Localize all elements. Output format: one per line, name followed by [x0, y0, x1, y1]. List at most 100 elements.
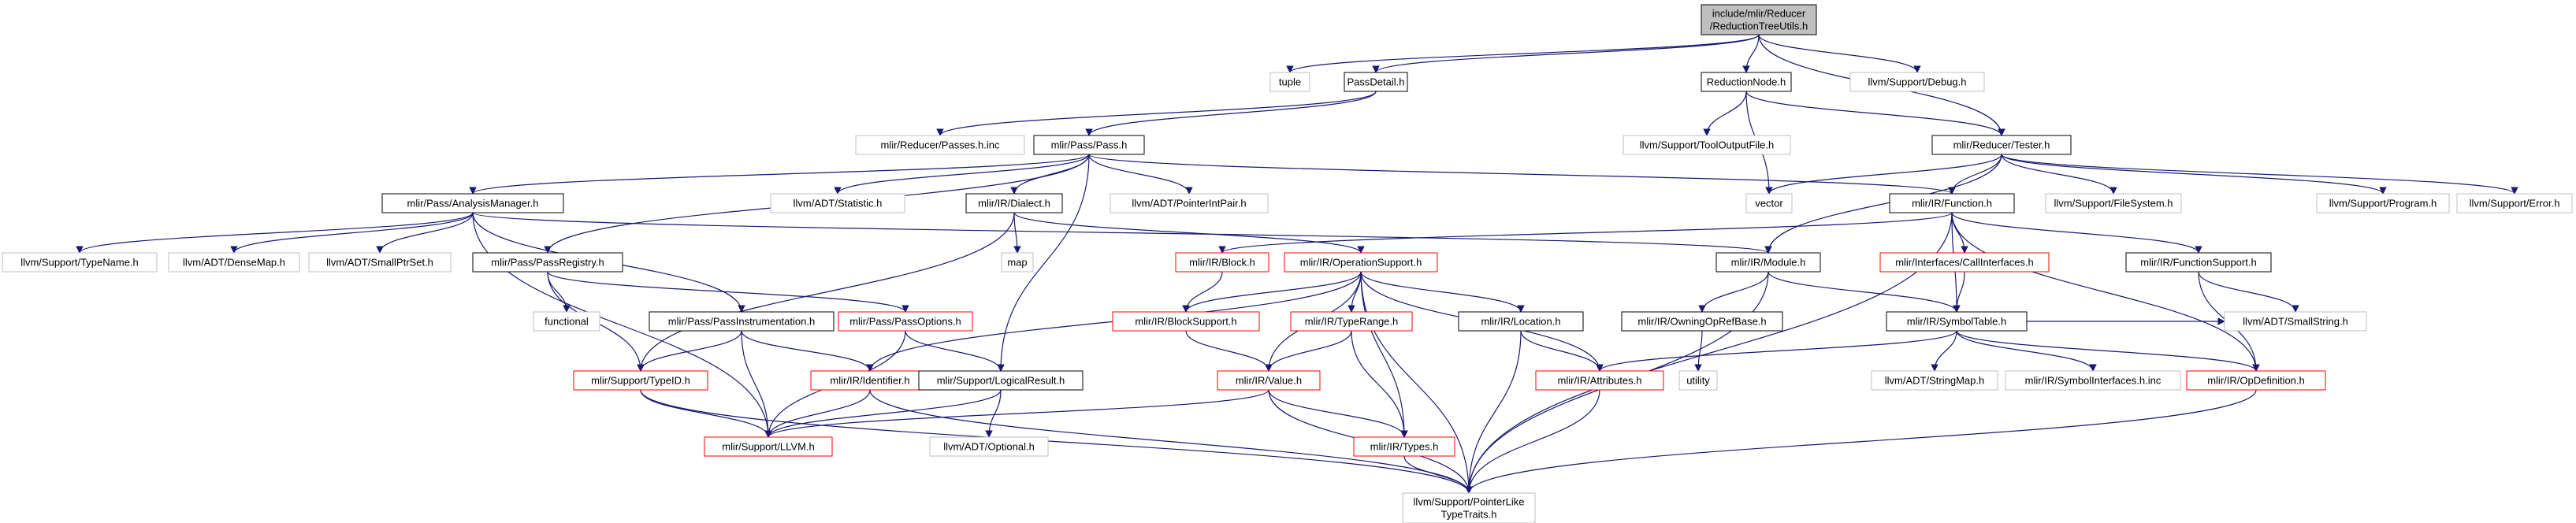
node-box-owningop[interactable] [1621, 311, 1783, 332]
node-reductionnode[interactable]: ReductionNode.h [1701, 72, 1792, 92]
node-box-smallstring[interactable] [2224, 311, 2367, 332]
node-box-passesinc[interactable] [855, 135, 1025, 155]
node-box-value[interactable] [1217, 370, 1321, 391]
node-passdetail[interactable]: PassDetail.h [1344, 72, 1408, 92]
node-box-passdetail[interactable] [1344, 72, 1408, 92]
node-box-module[interactable] [1715, 252, 1821, 273]
node-box-symbolinterfaces[interactable] [2005, 370, 2181, 391]
node-box-tooloutput[interactable] [1623, 135, 1791, 155]
node-box-tuple[interactable] [1269, 72, 1310, 92]
node-box-symboltable[interactable] [1886, 311, 2028, 332]
node-box-reductionnode[interactable] [1701, 72, 1792, 92]
node-box-function[interactable] [1889, 193, 2015, 213]
node-module[interactable]: mlir/IR/Module.h [1715, 252, 1821, 273]
node-box-blocksupport[interactable] [1112, 311, 1260, 332]
node-symboltable[interactable]: mlir/IR/SymbolTable.h [1886, 311, 2028, 332]
node-filesystem[interactable]: llvm/Support/FileSystem.h [2045, 193, 2182, 213]
node-box-stringmap[interactable] [1871, 370, 1998, 391]
node-smallstring[interactable]: llvm/ADT/SmallString.h [2224, 311, 2367, 332]
node-optional[interactable]: llvm/ADT/Optional.h [929, 436, 1049, 457]
node-owningop[interactable]: mlir/IR/OwningOpRefBase.h [1621, 311, 1783, 332]
node-box-location[interactable] [1458, 311, 1584, 332]
node-blocksupport[interactable]: mlir/IR/BlockSupport.h [1112, 311, 1260, 332]
node-passoptions[interactable]: mlir/Pass/PassOptions.h [838, 311, 973, 332]
node-box-passoptions[interactable] [838, 311, 973, 332]
node-functionsupport[interactable]: mlir/IR/FunctionSupport.h [2125, 252, 2272, 273]
node-box-program[interactable] [2316, 193, 2450, 213]
node-opdefinition[interactable]: mlir/IR/OpDefinition.h [2186, 370, 2326, 391]
node-vector[interactable]: vector [1745, 193, 1793, 213]
node-box-typeid[interactable] [573, 370, 708, 391]
node-analysismgr[interactable]: mlir/Pass/AnalysisManager.h [381, 193, 564, 213]
node-identifier[interactable]: mlir/IR/Identifier.h [810, 370, 930, 391]
node-box-filesystem[interactable] [2045, 193, 2182, 213]
node-box-opsupport[interactable] [1284, 252, 1438, 273]
node-box-tester[interactable] [1931, 135, 2072, 155]
node-callinterfaces[interactable]: mlir/Interfaces/CallInterfaces.h [1879, 252, 2050, 273]
node-utility[interactable]: utility [1678, 370, 1718, 391]
node-box-utility[interactable] [1678, 370, 1718, 391]
node-box-debug[interactable] [1849, 72, 1985, 92]
node-dialect[interactable]: mlir/IR/Dialect.h [965, 193, 1063, 213]
node-box-dialect[interactable] [965, 193, 1063, 213]
node-box-functional[interactable] [533, 311, 600, 332]
node-location[interactable]: mlir/IR/Location.h [1458, 311, 1584, 332]
node-llvm[interactable]: mlir/Support/LLVM.h [704, 436, 833, 457]
node-box-pointerlike[interactable] [1402, 492, 1536, 523]
node-box-logicalresult[interactable] [918, 370, 1084, 391]
node-box-identifier[interactable] [810, 370, 930, 391]
node-box-vector[interactable] [1745, 193, 1793, 213]
node-box-typename[interactable] [2, 252, 158, 273]
node-attributes[interactable]: mlir/IR/Attributes.h [1535, 370, 1664, 391]
node-function[interactable]: mlir/IR/Function.h [1889, 193, 2015, 213]
node-box-smallptrset[interactable] [308, 252, 452, 273]
node-box-opdefinition[interactable] [2186, 370, 2326, 391]
node-box-densemap[interactable] [168, 252, 300, 273]
node-box-pointerintpair[interactable] [1110, 193, 1269, 213]
node-opsupport[interactable]: mlir/IR/OperationSupport.h [1284, 252, 1438, 273]
node-passinstr[interactable]: mlir/Pass/PassInstrumentation.h [649, 311, 835, 332]
node-logicalresult[interactable]: mlir/Support/LogicalResult.h [918, 370, 1084, 391]
node-tooloutput[interactable]: llvm/Support/ToolOutputFile.h [1623, 135, 1791, 155]
node-box-callinterfaces[interactable] [1879, 252, 2050, 273]
node-box-statistic[interactable] [770, 193, 905, 213]
node-typerange[interactable]: mlir/IR/TypeRange.h [1290, 311, 1413, 332]
node-box-llvm[interactable] [704, 436, 833, 457]
node-pass[interactable]: mlir/Pass/Pass.h [1033, 135, 1145, 155]
node-statistic[interactable]: llvm/ADT/Statistic.h [770, 193, 905, 213]
node-passesinc[interactable]: mlir/Reducer/Passes.h.inc [855, 135, 1025, 155]
node-typename[interactable]: llvm/Support/TypeName.h [2, 252, 158, 273]
node-root[interactable]: include/mlir/Reducer/ReductionTreeUtils.… [1701, 4, 1817, 35]
node-error[interactable]: llvm/Support/Error.h [2456, 193, 2573, 213]
node-box-typerange[interactable] [1290, 311, 1413, 332]
node-passregistry[interactable]: mlir/Pass/PassRegistry.h [472, 252, 623, 273]
node-box-block[interactable] [1175, 252, 1269, 273]
node-box-error[interactable] [2456, 193, 2573, 213]
node-pointerintpair[interactable]: llvm/ADT/PointerIntPair.h [1110, 193, 1269, 213]
node-box-types[interactable] [1353, 436, 1455, 457]
node-block[interactable]: mlir/IR/Block.h [1175, 252, 1269, 273]
node-box-passinstr[interactable] [649, 311, 835, 332]
node-box-optional[interactable] [929, 436, 1049, 457]
node-map[interactable]: map [1001, 252, 1034, 273]
node-box-passregistry[interactable] [472, 252, 623, 273]
node-typeid[interactable]: mlir/Support/TypeID.h [573, 370, 708, 391]
node-tester[interactable]: mlir/Reducer/Tester.h [1931, 135, 2072, 155]
node-densemap[interactable]: llvm/ADT/DenseMap.h [168, 252, 300, 273]
node-types[interactable]: mlir/IR/Types.h [1353, 436, 1455, 457]
node-box-map[interactable] [1001, 252, 1034, 273]
node-program[interactable]: llvm/Support/Program.h [2316, 193, 2450, 213]
node-debug[interactable]: llvm/Support/Debug.h [1849, 72, 1985, 92]
node-stringmap[interactable]: llvm/ADT/StringMap.h [1871, 370, 1998, 391]
node-box-root[interactable] [1701, 4, 1817, 35]
node-box-functionsupport[interactable] [2125, 252, 2272, 273]
node-tuple[interactable]: tuple [1269, 72, 1310, 92]
node-symbolinterfaces[interactable]: mlir/IR/SymbolInterfaces.h.inc [2005, 370, 2181, 391]
node-box-analysismgr[interactable] [381, 193, 564, 213]
node-value[interactable]: mlir/IR/Value.h [1217, 370, 1321, 391]
node-smallptrset[interactable]: llvm/ADT/SmallPtrSet.h [308, 252, 452, 273]
node-box-pass[interactable] [1033, 135, 1145, 155]
node-box-attributes[interactable] [1535, 370, 1664, 391]
node-functional[interactable]: functional [533, 311, 600, 332]
